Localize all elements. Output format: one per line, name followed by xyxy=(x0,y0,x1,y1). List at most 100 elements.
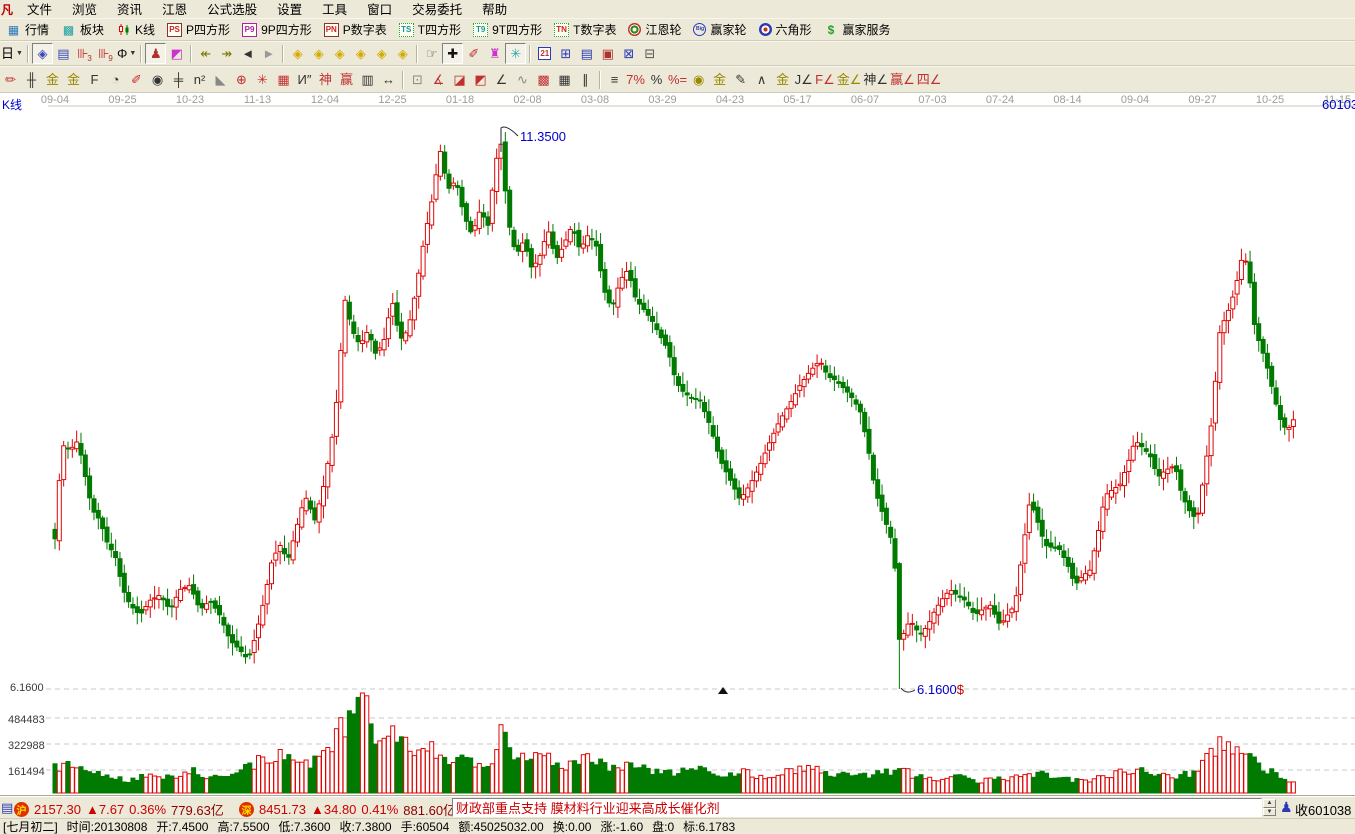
pan-hand-button[interactable]: ☞ xyxy=(421,43,442,64)
candle-type-button[interactable]: Φ ▼ xyxy=(116,43,137,64)
percent-lines-button[interactable]: %= xyxy=(667,69,688,90)
smart-brain-button[interactable]: ✳ xyxy=(505,43,527,64)
pattern-button[interactable]: ♜ xyxy=(484,43,505,64)
measure-button[interactable]: ✐ xyxy=(463,43,484,64)
circle-cross-button[interactable]: ⊕ xyxy=(231,69,252,90)
menu-item[interactable]: 浏览 xyxy=(72,3,98,17)
p-square-button[interactable]: PS P四方形 xyxy=(162,20,235,39)
menu-item[interactable]: 帮助 xyxy=(482,3,508,17)
set-square-button[interactable]: ◣ xyxy=(210,69,231,90)
resize-box-button[interactable]: ⊡ xyxy=(407,69,428,90)
next-bar-button[interactable]: ► xyxy=(258,43,279,64)
rank-flag-button[interactable]: ◩ xyxy=(166,43,187,64)
percent-button[interactable]: % xyxy=(646,69,667,90)
p-number-table-button[interactable]: PN P数字表 xyxy=(319,20,392,39)
gann-wheel-button[interactable]: 江恩轮 xyxy=(623,20,686,39)
ying-grid-button[interactable]: 赢 xyxy=(336,69,357,90)
wave-marks-button[interactable]: И″ xyxy=(294,69,315,90)
gann-diamond-up-button[interactable]: ◈ xyxy=(329,43,350,64)
highlight-stock-button[interactable]: ♟ xyxy=(145,43,167,64)
spinner-down-button[interactable]: ▼ xyxy=(1263,807,1276,816)
period-day-button[interactable]: 日 ▼ xyxy=(0,43,24,64)
kline-button[interactable]: K线 xyxy=(111,20,160,39)
kline-chart[interactable]: 09-04 09-25 10-23 11-13 12-04 12-25 01-18 02-08… xyxy=(0,93,1355,796)
crosshair-button[interactable]: ✚ xyxy=(442,43,464,64)
angle-lines-button[interactable]: ∠ xyxy=(491,69,512,90)
si-angle-button[interactable]: 四∠ xyxy=(916,69,943,90)
ruler-ticks-button[interactable]: ╫ xyxy=(21,69,42,90)
chart-doc-icon[interactable]: ▤ xyxy=(1,800,14,815)
f-angle-button[interactable]: F∠ xyxy=(814,69,836,90)
ruler-h-button[interactable]: ╪ xyxy=(168,69,189,90)
grid-red-2-button[interactable]: ▩ xyxy=(533,69,554,90)
grid-black-button[interactable]: ▦ xyxy=(554,69,575,90)
percent-7-button[interactable]: 7% xyxy=(625,69,646,90)
calendar-button[interactable]: 21 xyxy=(534,43,555,64)
gold-grid-b-button[interactable]: 金 xyxy=(63,69,84,90)
9t-square-button[interactable]: T9 9T四方形 xyxy=(468,20,547,39)
info-list-button[interactable]: ▤ xyxy=(53,43,74,64)
web-report-button[interactable]: ⊠ xyxy=(618,43,639,64)
bars-9-button[interactable]: ⊪ 9 xyxy=(95,43,116,64)
winner-wheel-button[interactable]: Big 赢家轮 xyxy=(688,20,751,39)
user-pawn-icon[interactable]: ♟ xyxy=(1280,799,1293,815)
menu-item[interactable]: 设置 xyxy=(277,3,303,17)
gann-diamond-right-button[interactable]: ◈ xyxy=(308,43,329,64)
width-arrows-button[interactable]: ↔ xyxy=(378,69,399,90)
winner-service-button[interactable]: $ 赢家服务 xyxy=(819,20,896,39)
news-ticker[interactable]: 财政部重点支持 膜材料行业迎来高成长催化剂 xyxy=(452,798,1262,817)
spiral-button[interactable]: ◔ xyxy=(105,69,126,90)
star-burst-button[interactable]: ✳ xyxy=(252,69,273,90)
gann-diamond-down-button[interactable]: ◈ xyxy=(350,43,371,64)
sectors-button[interactable]: ▩ 板块 xyxy=(56,20,109,39)
menu-item[interactable]: 公式选股 xyxy=(207,3,258,17)
first-bar-button[interactable]: ↞ xyxy=(195,43,216,64)
price-levels-button[interactable]: ≡ xyxy=(604,69,625,90)
spinner-up-button[interactable]: ▲ xyxy=(1263,799,1276,808)
period-day-dropdown-icon[interactable]: ▼ xyxy=(16,50,23,57)
menu-item[interactable]: 资讯 xyxy=(117,3,143,17)
bars-3-button[interactable]: ⊪ 3 xyxy=(74,43,95,64)
candle-type-dropdown-icon[interactable]: ▼ xyxy=(129,50,137,57)
gann-diamond-expand-button[interactable]: ◈ xyxy=(371,43,392,64)
save-button[interactable]: ▣ xyxy=(597,43,618,64)
notes-button[interactable]: ▤ xyxy=(576,43,597,64)
gold-circle-button[interactable]: ◉ xyxy=(688,69,709,90)
f-grid-button[interactable]: F xyxy=(84,69,105,90)
menu-item[interactable]: 江恩 xyxy=(162,3,188,17)
calculator-button[interactable]: ⊞ xyxy=(555,43,576,64)
candle-pencil-button[interactable]: ✎ xyxy=(730,69,751,90)
draw-pencil-button[interactable]: ✏ xyxy=(0,69,21,90)
parallel-lines-button[interactable]: ∥ xyxy=(575,69,596,90)
ying-angle-button[interactable]: 赢∠ xyxy=(889,69,916,90)
gann-fan-button[interactable]: ∡ xyxy=(428,69,449,90)
t-square-button[interactable]: TS T四方形 xyxy=(394,20,466,39)
abacus-button[interactable]: ▥ xyxy=(357,69,378,90)
gold-grid-a-button[interactable]: 金 xyxy=(42,69,63,90)
zigzag-button[interactable]: ∿ xyxy=(512,69,533,90)
9p-square-button[interactable]: P9 9P四方形 xyxy=(237,20,317,39)
menu-item[interactable]: 文件 xyxy=(27,3,53,17)
j-angle-button[interactable]: J∠ xyxy=(793,69,814,90)
wave-a-button[interactable]: ∧ xyxy=(751,69,772,90)
quotes-button[interactable]: ▦ 行情 xyxy=(1,20,54,39)
t-number-table-button[interactable]: TN T数字表 xyxy=(549,20,621,39)
shen-grid-button[interactable]: 神 xyxy=(315,69,336,90)
fan-box-button[interactable]: ◪ xyxy=(449,69,470,90)
menu-item[interactable]: 窗口 xyxy=(367,3,393,17)
red-grid-button[interactable]: ▦ xyxy=(273,69,294,90)
n2-grid-button[interactable]: n² xyxy=(189,69,210,90)
menu-item[interactable]: 工具 xyxy=(322,3,348,17)
gold-underline-button[interactable]: 金 xyxy=(772,69,793,90)
printer-button[interactable]: ⊟ xyxy=(639,43,660,64)
gold-lines-button[interactable]: 金 xyxy=(709,69,730,90)
gold-angle-button[interactable]: 金∠ xyxy=(836,69,863,90)
gann-diamond-left-button[interactable]: ◈ xyxy=(287,43,308,64)
prev-bar-button[interactable]: ◄ xyxy=(237,43,258,64)
pencil-ruler-button[interactable]: ✐ xyxy=(126,69,147,90)
fan-box-2-button[interactable]: ◩ xyxy=(470,69,491,90)
market-map-button[interactable]: ◈ xyxy=(31,43,53,64)
hexagon-button[interactable]: 六角形 xyxy=(754,20,817,39)
gann-diamond-shrink-button[interactable]: ◈ xyxy=(392,43,413,64)
shen-angle-button[interactable]: 神∠ xyxy=(862,69,889,90)
